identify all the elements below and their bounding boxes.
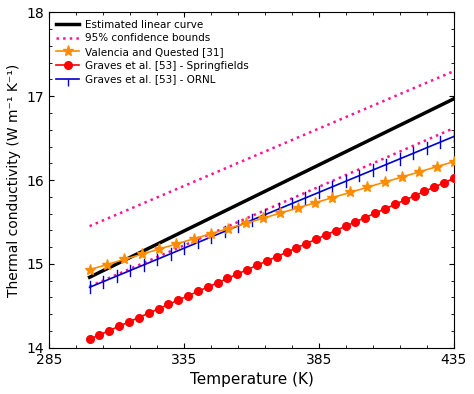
X-axis label: Temperature (K): Temperature (K)	[190, 372, 313, 387]
Legend: Estimated linear curve, 95% confidence bounds, Valencia and Quested [31], Graves: Estimated linear curve, 95% confidence b…	[52, 16, 253, 89]
Y-axis label: Thermal conductivity (W m⁻¹ K⁻¹): Thermal conductivity (W m⁻¹ K⁻¹)	[7, 63, 21, 297]
